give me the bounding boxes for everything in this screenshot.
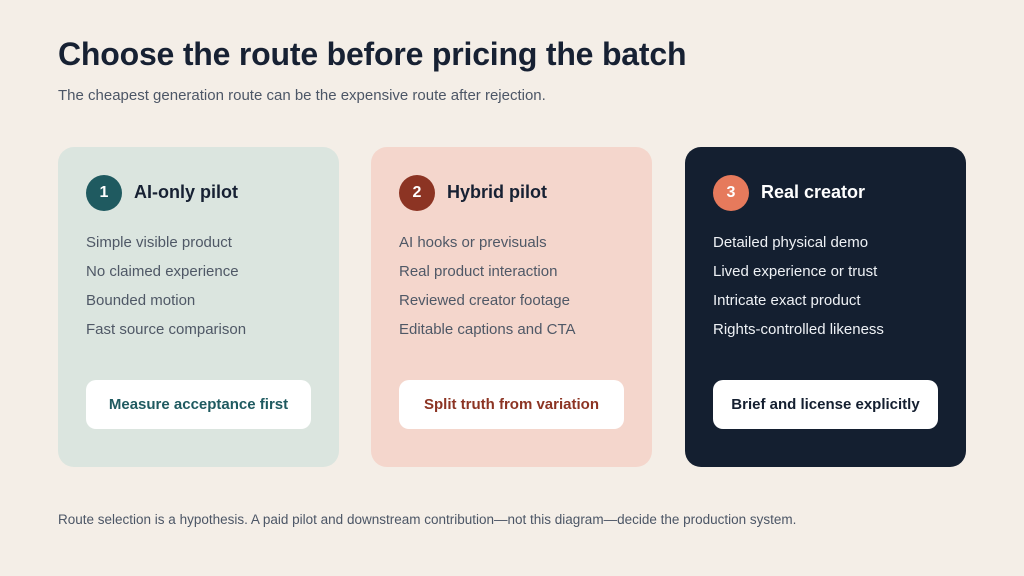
route-card-hybrid: 2 Hybrid pilot AI hooks or previsuals Re…: [371, 147, 652, 467]
route-card-ai-only: 1 AI-only pilot Simple visible product N…: [58, 147, 339, 467]
criteria-item: Simple visible product: [86, 234, 232, 251]
criteria-item: Rights-controlled likeness: [713, 321, 884, 338]
footer-note: Route selection is a hypothesis. A paid …: [58, 512, 797, 527]
criteria-item: Fast source comparison: [86, 321, 247, 338]
card-title: Hybrid pilot: [447, 182, 547, 202]
step-number-badge: 1: [86, 175, 122, 211]
action-button-measure-acceptance[interactable]: Measure acceptance first: [86, 380, 311, 429]
page-title: Choose the route before pricing the batc…: [58, 36, 687, 72]
action-button-brief-license[interactable]: Brief and license explicitly: [713, 380, 938, 429]
action-button-split-truth[interactable]: Split truth from variation: [399, 380, 624, 429]
step-number-badge: 3: [713, 175, 749, 211]
criteria-item: AI hooks or previsuals: [399, 234, 547, 251]
criteria-item: No claimed experience: [86, 263, 239, 280]
criteria-item: Reviewed creator footage: [399, 292, 570, 309]
page-subtitle: The cheapest generation route can be the…: [58, 87, 546, 104]
card-title: Real creator: [761, 182, 866, 202]
step-number-badge: 2: [399, 175, 435, 211]
criteria-item: Editable captions and CTA: [399, 321, 576, 338]
criteria-item: Real product interaction: [399, 263, 558, 280]
card-criteria-list: Simple visible product No claimed experi…: [86, 228, 246, 344]
card-criteria-list: Detailed physical demo Lived experience …: [713, 228, 884, 344]
card-title: AI-only pilot: [134, 182, 238, 202]
criteria-item: Lived experience or trust: [713, 263, 878, 280]
criteria-item: Bounded motion: [86, 292, 196, 309]
criteria-item: Intricate exact product: [713, 292, 861, 309]
criteria-item: Detailed physical demo: [713, 234, 869, 251]
card-criteria-list: AI hooks or previsuals Real product inte…: [399, 228, 576, 344]
route-card-real-creator: 3 Real creator Detailed physical demo Li…: [685, 147, 966, 467]
